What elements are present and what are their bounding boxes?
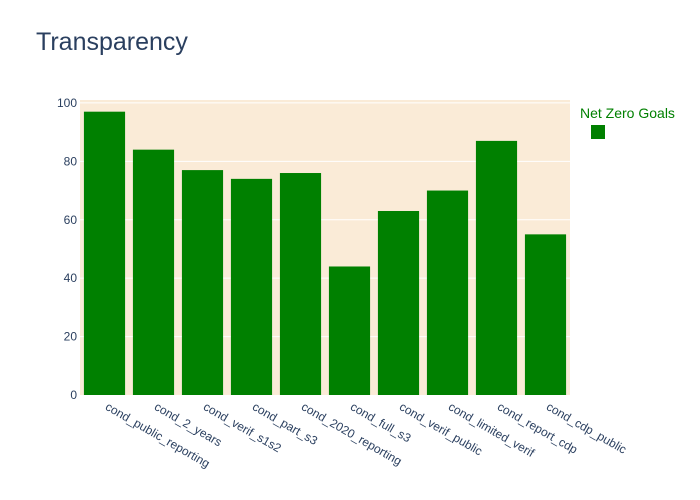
bar-cond_public_reporting[interactable]: [83, 111, 126, 395]
y-tick-label: 0: [70, 388, 77, 402]
x-tick-label: cond_cdp_public: [544, 399, 629, 456]
legend[interactable]: Net Zero Goals: [580, 105, 675, 139]
y-axis-ticks: 0 20 40 60 80 100: [57, 96, 77, 402]
chart-title: Transparency: [36, 28, 188, 56]
bar-cond_limited_verif[interactable]: [426, 190, 469, 395]
bar-cond_2_years[interactable]: [132, 149, 175, 395]
y-tick-label: 80: [64, 154, 78, 168]
x-tick-label: cond_limited_verif: [446, 399, 537, 460]
legend-title: Net Zero Goals: [580, 105, 675, 121]
x-tick-label: cond_verif_public: [397, 399, 485, 458]
bar-cond_verif_public[interactable]: [377, 210, 420, 395]
bars: [83, 111, 567, 395]
y-tick-label: 60: [64, 213, 78, 227]
bar-cond_full_s3[interactable]: [328, 266, 371, 395]
bar-cond_verif_s1s2[interactable]: [181, 170, 224, 395]
bar-cond_2020_reporting[interactable]: [279, 173, 322, 395]
y-tick-label: 100: [57, 96, 77, 110]
legend-swatch-net-zero-goals[interactable]: [591, 125, 605, 139]
bar-cond_part_s3[interactable]: [230, 178, 273, 395]
bar-cond_report_cdp[interactable]: [475, 140, 518, 395]
y-tick-label: 20: [64, 330, 78, 344]
y-tick-label: 40: [64, 271, 78, 285]
bar-cond_cdp_public[interactable]: [524, 234, 567, 395]
x-axis-ticks: cond_public_reportingcond_2_yearscond_ve…: [103, 399, 629, 470]
